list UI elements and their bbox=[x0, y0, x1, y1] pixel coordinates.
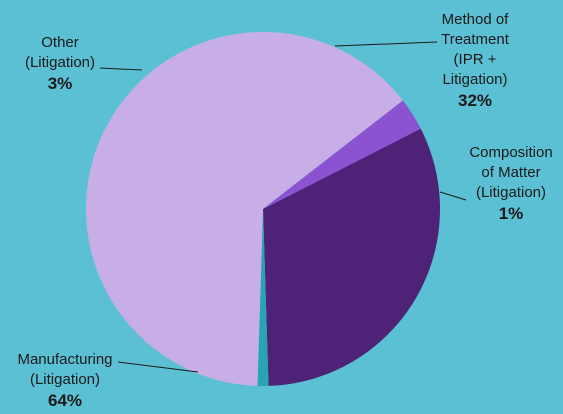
label-other: Other (Litigation) 3% bbox=[10, 33, 110, 94]
pie-slice-other-litigation bbox=[263, 100, 421, 209]
label-manufacturing: Manufacturing (Litigation) 64% bbox=[10, 350, 120, 411]
label-composition-of-matter: Composition of Matter (Litigation) 1% bbox=[456, 143, 563, 224]
pct-composition-of-matter: 1% bbox=[498, 204, 524, 223]
leader-line-manufacturing bbox=[117, 361, 199, 373]
leader-line-composition-of-matter bbox=[439, 191, 467, 201]
leader-line-method-of-treatment bbox=[334, 41, 438, 47]
pie-slice-composition-of-matter-litigation bbox=[257, 209, 269, 386]
leader-line-other bbox=[99, 67, 143, 71]
label-method-of-treatment: Method of Treatment (IPR + Litigation) 3… bbox=[420, 10, 530, 111]
pie-slice-manufacturing-litigation bbox=[85, 31, 403, 386]
pct-method-of-treatment: 32% bbox=[457, 91, 493, 110]
pct-other: 3% bbox=[47, 74, 73, 93]
pie-slice-method-of-treatment-ipr-litigation bbox=[263, 128, 441, 386]
pct-manufacturing: 64% bbox=[47, 391, 83, 410]
